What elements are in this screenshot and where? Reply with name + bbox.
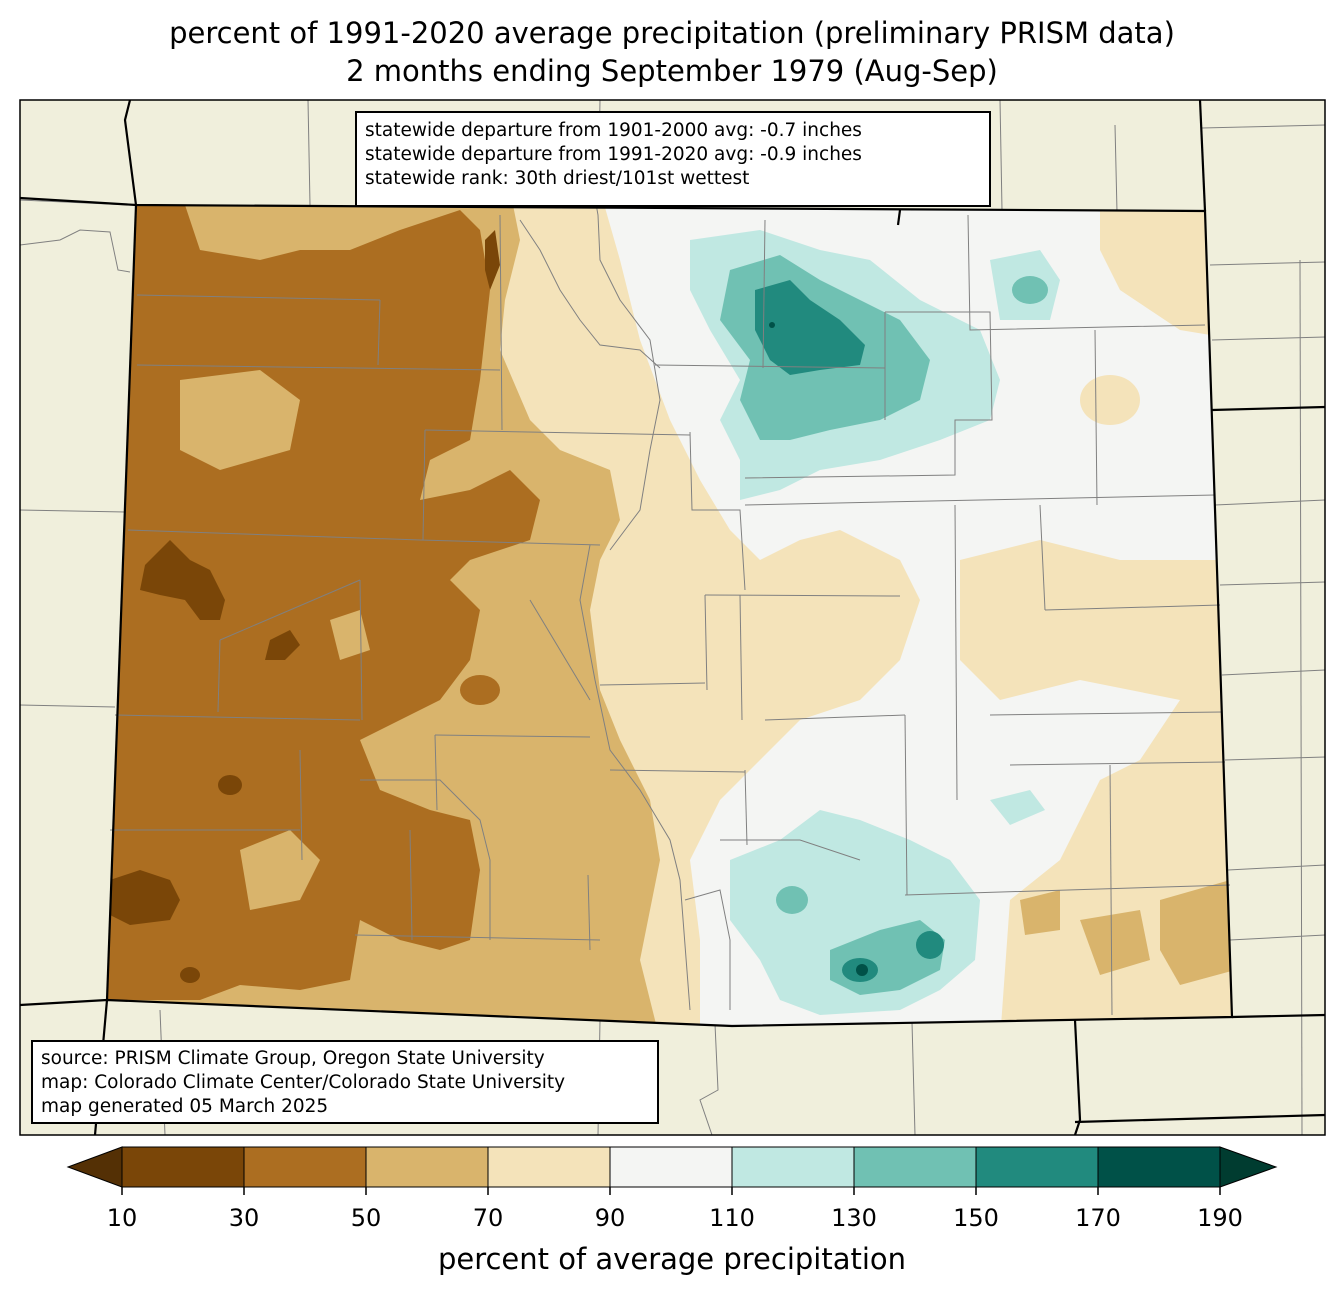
colorbar-bin-70-90: [487, 1146, 611, 1188]
colorbar-bin-150-170: [975, 1146, 1099, 1188]
colorbar-tick-label: 90: [594, 1204, 626, 1232]
colorbar-under-arrow: [66, 1146, 123, 1188]
colorbar-bin-130-150: [853, 1146, 977, 1188]
colorbar-bin-10-30: [121, 1146, 245, 1188]
map-subtitle: 2 months ending September 1979 (Aug-Sep): [346, 54, 998, 88]
colorbar-tick-label: 190: [1197, 1204, 1243, 1232]
credits-box: source: PRISM Climate Group, Oregon Stat…: [31, 1040, 659, 1124]
colorbar-tick-marks: [121, 1187, 1221, 1195]
colorbar-tick-label: 30: [228, 1204, 260, 1232]
county-lines: [110, 169, 1231, 1016]
precipitation-field: [107, 205, 1232, 1026]
state-boundaries: [20, 100, 1325, 1135]
stats-line-rank: statewide rank: 30th driest/101st wettes…: [365, 168, 750, 189]
colorbar-label: percent of average precipitation: [437, 1242, 907, 1276]
colorbar-tick-label: 150: [953, 1204, 999, 1232]
colorbar-bin-50-70: [365, 1146, 489, 1188]
colorbar-bin-30-50: [243, 1146, 367, 1188]
colorbar-over-arrow: [1219, 1146, 1278, 1188]
statewide-stats-box: statewide departure from 1901-2000 avg: …: [355, 111, 991, 207]
colorbar-bin-110-130: [731, 1146, 855, 1188]
colorbar-tick-label: 110: [709, 1204, 755, 1232]
colorbar-tick-label: 70: [472, 1204, 504, 1232]
colorbar: [66, 1146, 1278, 1195]
colorbar-bin-90-110: [609, 1146, 733, 1188]
credits-source: source: PRISM Climate Group, Oregon Stat…: [41, 1048, 545, 1069]
credits-map: map: Colorado Climate Center/Colorado St…: [41, 1072, 566, 1093]
colorbar-bin-170-190: [1097, 1146, 1221, 1188]
neighbor-county-lines: [20, 100, 1325, 1135]
colorbar-tick-label: 50: [350, 1204, 382, 1232]
credits-generated: map generated 05 March 2025: [41, 1096, 329, 1117]
stats-line-1901-2000: statewide departure from 1901-2000 avg: …: [365, 120, 862, 141]
colorbar-tick-label: 10: [106, 1204, 138, 1232]
colorbar-tick-label: 170: [1075, 1204, 1121, 1232]
map-frame: [19, 99, 1326, 1136]
stats-line-1991-2020: statewide departure from 1991-2020 avg: …: [365, 144, 862, 165]
colorbar-tick-label: 130: [831, 1204, 877, 1232]
map-title: percent of 1991-2020 average precipitati…: [169, 16, 1175, 50]
